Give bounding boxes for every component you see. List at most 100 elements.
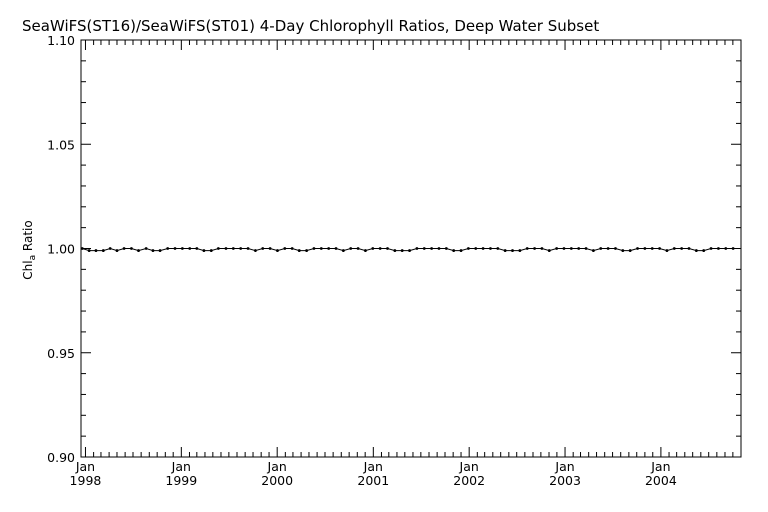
data-point	[319, 247, 323, 250]
data-point	[408, 249, 411, 252]
data-point	[569, 247, 573, 250]
x-tick-year: 2001	[357, 473, 389, 488]
data-point	[518, 249, 522, 252]
y-tick-label: 1.05	[47, 137, 75, 152]
data-point	[371, 247, 375, 250]
data-point	[636, 247, 639, 250]
x-tick-year: 2002	[453, 473, 485, 488]
data-point	[503, 249, 507, 252]
data-point	[466, 247, 470, 250]
data-point	[364, 249, 367, 252]
data-point	[555, 247, 559, 250]
x-tick-month: Jan	[554, 459, 574, 474]
data-point	[180, 247, 184, 250]
data-point	[628, 249, 632, 252]
data-point	[173, 247, 177, 250]
series-line	[82, 247, 734, 252]
data-point	[702, 249, 706, 252]
data-point	[444, 247, 448, 250]
data-point	[253, 249, 257, 252]
data-point	[349, 247, 353, 250]
data-point	[386, 247, 389, 250]
y-tick-label: 0.95	[47, 346, 75, 361]
data-point	[717, 247, 720, 250]
data-point	[151, 249, 155, 252]
x-tick-month: Jan	[75, 459, 95, 474]
data-point	[511, 249, 514, 252]
data-point	[327, 247, 331, 250]
data-point	[305, 249, 309, 252]
data-point	[108, 247, 112, 250]
data-point	[378, 247, 382, 250]
x-tick-year: 1999	[165, 473, 197, 488]
data-point	[591, 249, 595, 252]
data-point	[261, 247, 265, 250]
data-point	[452, 249, 456, 252]
data-point	[268, 247, 272, 250]
data-point	[577, 247, 581, 250]
x-tick-month: Jan	[459, 459, 479, 474]
data-point	[724, 247, 728, 250]
data-point	[562, 247, 566, 250]
data-point	[94, 249, 98, 252]
data-point	[202, 249, 206, 252]
data-point	[297, 249, 301, 252]
x-tick-month: Jan	[267, 459, 287, 474]
data-point	[144, 247, 148, 250]
data-point	[430, 247, 434, 250]
data-point	[525, 247, 529, 250]
data-point	[422, 247, 426, 250]
data-point	[312, 247, 316, 250]
data-point	[709, 247, 713, 250]
data-point	[231, 247, 235, 250]
data-point	[130, 247, 133, 250]
data-point	[731, 247, 735, 250]
data-point	[101, 249, 105, 252]
data-point	[547, 249, 551, 252]
data-point	[356, 247, 360, 250]
data-point	[246, 247, 250, 250]
y-tick-label: 1.00	[47, 242, 75, 257]
data-point	[276, 249, 279, 252]
data-point	[665, 249, 669, 252]
data-point	[122, 247, 126, 250]
y-tick-label: 0.90	[47, 450, 75, 465]
data-point	[606, 247, 610, 250]
data-point	[540, 247, 544, 250]
data-point	[80, 247, 84, 250]
data-point	[459, 249, 463, 252]
x-tick-year: 1998	[70, 473, 102, 488]
data-point	[621, 249, 625, 252]
data-point	[533, 247, 536, 250]
data-point	[650, 247, 654, 250]
y-axis: 0.90 0.95 1.00 1.05 1.10	[47, 33, 741, 465]
data-point	[437, 247, 441, 250]
data-point	[224, 247, 228, 250]
data-point	[188, 247, 192, 250]
data-point	[283, 247, 287, 250]
y-tick-label: 1.10	[47, 33, 75, 48]
data-point	[341, 249, 345, 252]
data-point	[599, 247, 603, 250]
x-axis: Jan1998Jan1999Jan2000Jan2001Jan2002Jan20…	[70, 40, 742, 488]
data-point	[166, 247, 170, 250]
data-point	[239, 247, 243, 250]
data-point	[489, 247, 492, 250]
data-point	[87, 249, 91, 252]
data-point	[672, 247, 676, 250]
data-point	[115, 249, 119, 252]
data-point	[496, 247, 500, 250]
x-tick-month: Jan	[171, 459, 191, 474]
data-point	[393, 249, 397, 252]
data-point	[481, 247, 485, 250]
data-point	[614, 247, 617, 250]
data-point	[694, 249, 698, 252]
chart-title: SeaWiFS(ST16)/SeaWiFS(ST01) 4-Day Chloro…	[22, 17, 599, 35]
data-point	[400, 249, 404, 252]
x-tick-year: 2003	[549, 473, 581, 488]
data-point	[643, 247, 647, 250]
data-point	[216, 247, 220, 250]
y-axis-label: Chla Ratio	[21, 220, 38, 279]
x-tick-year: 2004	[645, 473, 677, 488]
